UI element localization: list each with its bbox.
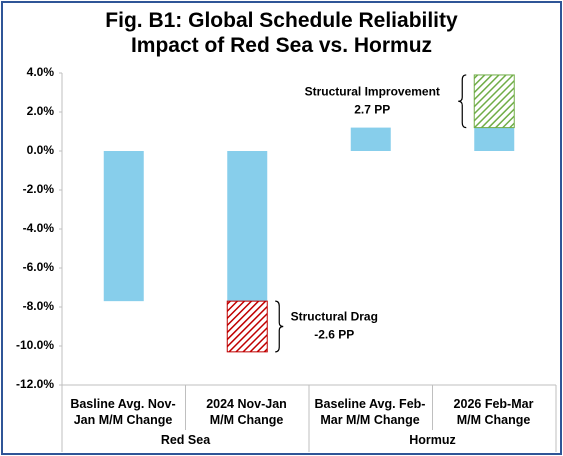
- data-label: -2.6 PP: [314, 328, 354, 342]
- y-tick-label: 0.0%: [27, 143, 55, 157]
- annotation: Structural Drag: [291, 310, 378, 324]
- group-label: Hormuz: [409, 433, 456, 447]
- bar: [227, 151, 268, 302]
- x-tick-label: 2024 Nov-Jan M/M Change: [206, 397, 287, 427]
- bar: [350, 127, 391, 151]
- data-label: 2.7 PP: [354, 102, 390, 116]
- group-label: Red Sea: [160, 433, 211, 447]
- bar: [103, 151, 144, 302]
- bar: [474, 127, 515, 151]
- x-tick-label: 2026 Feb-Mar M/M Change: [453, 397, 534, 427]
- bracket: [275, 300, 284, 353]
- bracket: [458, 74, 467, 129]
- x-tick-label: Baseline Avg. Feb- Mar M/M Change: [314, 397, 426, 427]
- y-tick-label: -6.0%: [23, 260, 55, 274]
- chart-title: Fig. B1: Global Schedule Reliability Imp…: [105, 9, 458, 57]
- y-tick-label: 2.0%: [27, 104, 55, 118]
- y-tick-label: -2.0%: [23, 182, 55, 196]
- annotation: Structural Improvement: [305, 84, 440, 98]
- y-tick-label: -8.0%: [23, 299, 55, 313]
- y-tick-label: -12.0%: [16, 377, 54, 391]
- x-tick-label: Basline Avg. Nov- Jan M/M Change: [70, 397, 176, 427]
- y-tick-label: -10.0%: [16, 338, 54, 352]
- y-tick-label: -4.0%: [23, 221, 55, 235]
- hatched-bar: [226, 300, 268, 353]
- hatched-bar: [473, 74, 515, 129]
- y-tick-label: 4.0%: [27, 65, 55, 79]
